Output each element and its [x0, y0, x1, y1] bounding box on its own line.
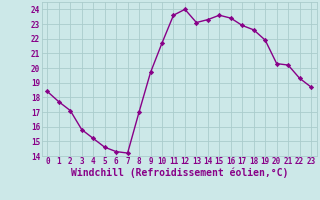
X-axis label: Windchill (Refroidissement éolien,°C): Windchill (Refroidissement éolien,°C) — [70, 168, 288, 178]
